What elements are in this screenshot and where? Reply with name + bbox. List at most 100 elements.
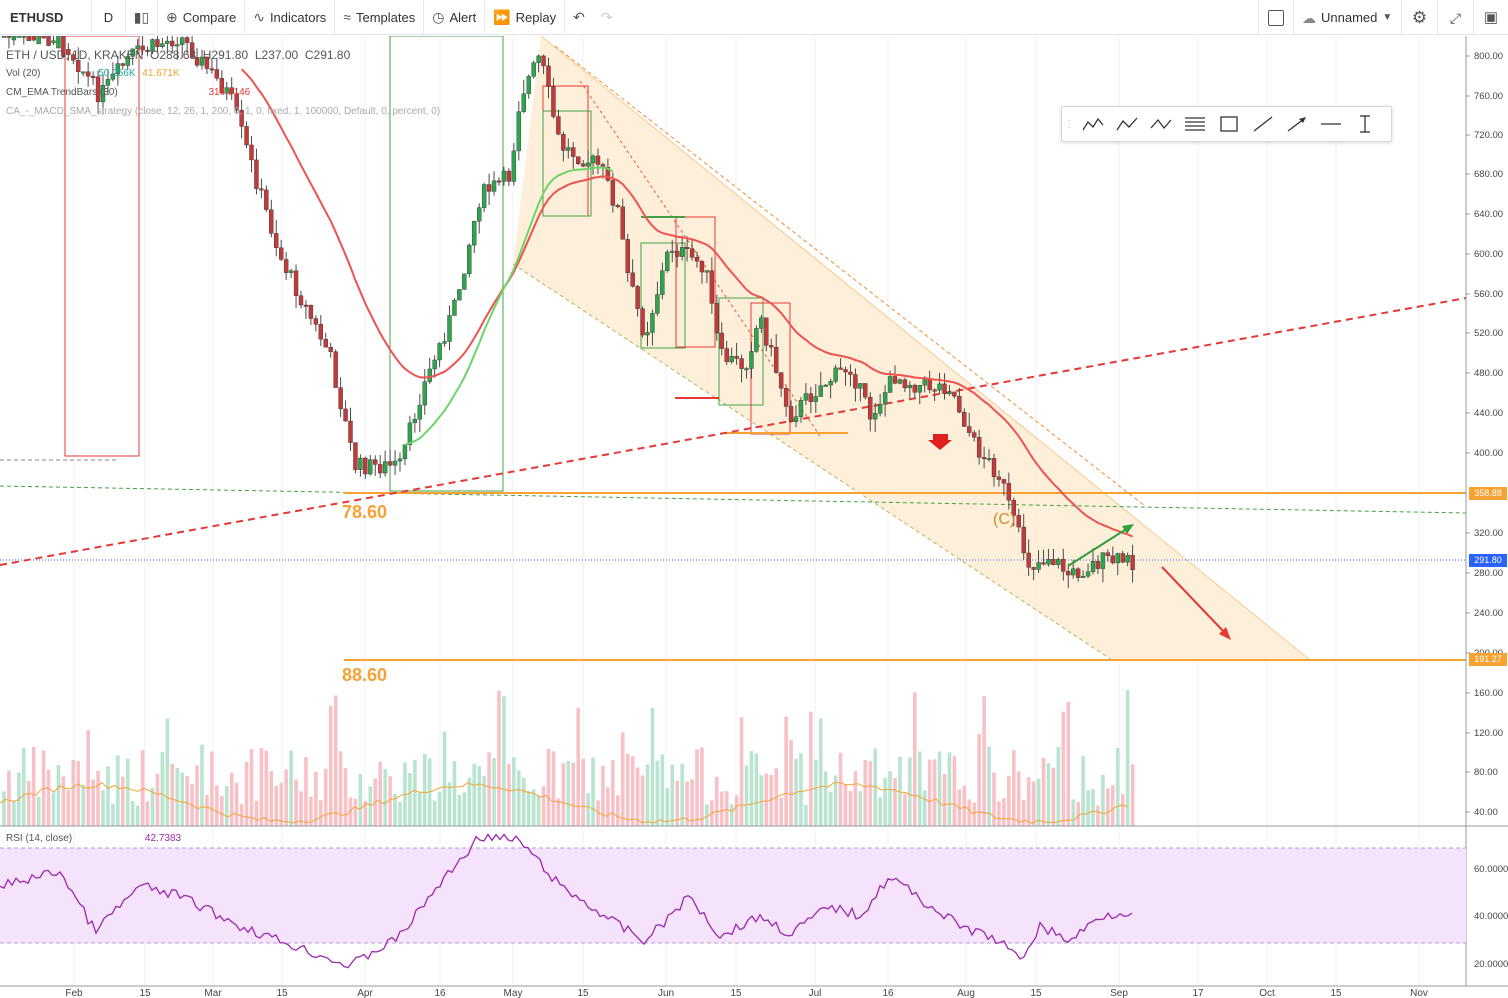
volume-bar <box>1096 805 1100 826</box>
candle-body <box>274 233 279 248</box>
templates-button[interactable]: ≈ Templates <box>335 0 425 35</box>
tool-trendline[interactable] <box>1246 108 1280 140</box>
volume-bar <box>304 757 308 826</box>
down-arrow-marker <box>928 434 952 450</box>
price-chart[interactable]: 800.00 760.00 720.00 680.00 640.00 600.00 560.… <box>0 36 1508 998</box>
candle-body <box>709 270 715 304</box>
volume-bar <box>838 752 843 826</box>
fullscreen-toggle[interactable] <box>1258 0 1294 35</box>
candle-body <box>754 328 759 352</box>
candle-body <box>556 116 561 135</box>
candle-body <box>1125 555 1130 563</box>
rectangle-icon <box>1220 116 1238 132</box>
tool-waves[interactable] <box>1076 108 1110 140</box>
volume-bar <box>418 792 422 826</box>
price-axis-label: 560.00 <box>1474 289 1503 300</box>
volume-bar <box>269 770 274 826</box>
volume-bar <box>922 790 927 826</box>
volume-bar <box>903 793 907 826</box>
candle-body <box>902 379 908 389</box>
main-legend: ETH / USD, 1D, KRAKEN O288.63 H291.80 L2… <box>6 48 350 62</box>
candle-body <box>1100 552 1106 569</box>
alert-button[interactable]: ◷ Alert <box>424 0 486 35</box>
settings-button[interactable]: ⚙ <box>1402 0 1438 35</box>
candle-body <box>853 374 858 389</box>
chart-style-button[interactable]: ▮▯ <box>126 0 158 35</box>
volume-bar <box>294 779 298 826</box>
volume-bar <box>823 771 828 826</box>
volume-bar <box>715 776 719 826</box>
ema-legend-label: CM_EMA TrendBars (30) <box>6 87 118 98</box>
candle-body <box>1085 571 1091 577</box>
volume-bar <box>526 790 531 826</box>
volume-bar <box>1061 711 1066 826</box>
candle-body <box>353 442 358 470</box>
tool-fib-lines[interactable] <box>1178 108 1212 140</box>
candle-body <box>447 315 452 342</box>
volume-bar <box>160 752 165 826</box>
candle-body <box>36 36 41 45</box>
volume-bar <box>333 695 338 826</box>
candle-body <box>189 42 195 58</box>
expand-button[interactable]: ⤢ <box>1438 0 1474 35</box>
symbol-label: ETHUSD <box>10 9 64 25</box>
interval-button[interactable]: D <box>92 0 126 35</box>
volume-bar <box>536 795 541 826</box>
candle-body <box>1036 562 1041 570</box>
candle-body <box>823 384 828 387</box>
time-axis-label: 17 <box>1192 988 1204 998</box>
time-axis-label: Jul <box>809 988 822 998</box>
snapshot-button[interactable]: ▣ <box>1474 0 1508 35</box>
redo-button[interactable]: ↷ <box>593 0 621 35</box>
volume-bar <box>502 696 506 826</box>
symbol-search[interactable]: ETHUSD <box>0 0 92 35</box>
tool-rectangle[interactable] <box>1212 108 1246 140</box>
volume-bar <box>843 783 848 826</box>
macd-legend: CA_-_MACD_SMA_strategy (close, 12, 26, 1… <box>6 106 440 117</box>
candle-body <box>214 69 220 79</box>
volume-bar <box>61 776 66 826</box>
volume-bar <box>388 776 392 826</box>
volume-bar <box>581 758 585 826</box>
volume-bar <box>254 800 259 826</box>
candle-body <box>437 343 442 361</box>
candle-body <box>590 155 596 164</box>
drag-handle[interactable]: ⋮ <box>1064 118 1074 130</box>
volume-bar <box>1071 799 1075 826</box>
candle-body <box>976 437 982 458</box>
horizontal-lines-icon <box>1185 117 1205 131</box>
candle-body <box>957 396 962 413</box>
volume-bar <box>31 746 36 826</box>
tool-abc[interactable] <box>1144 108 1178 140</box>
volume-bar <box>848 790 853 826</box>
volume-bar <box>175 767 180 826</box>
compare-button[interactable]: ⊕ Compare <box>158 0 246 35</box>
volume-bar <box>1056 746 1061 826</box>
volume-bar <box>86 729 90 826</box>
replay-label: Replay <box>515 9 557 25</box>
replay-button[interactable]: ⏩ Replay <box>485 0 566 35</box>
candle-body <box>749 351 754 369</box>
time-axis-label: Aug <box>957 988 975 998</box>
layout-menu[interactable]: ☁ Unnamed ▼ <box>1294 0 1402 35</box>
tool-horizontal-line[interactable] <box>1314 108 1348 140</box>
volume-bar <box>749 751 754 826</box>
chart-area[interactable]: 800.00 760.00 720.00 680.00 640.00 600.00 560.… <box>0 36 1508 998</box>
volume-bar <box>908 757 912 826</box>
tool-text-cursor[interactable] <box>1348 108 1382 140</box>
candle-body <box>427 368 432 382</box>
volume-bar <box>1012 750 1016 826</box>
volume-bar <box>620 732 625 826</box>
volume-bar <box>596 800 600 826</box>
volume-bar <box>467 777 472 826</box>
indicators-button[interactable]: ∿ Indicators <box>245 0 336 35</box>
tool-abcd[interactable] <box>1110 108 1144 140</box>
rsi-legend-value: 42.7383 <box>144 833 182 844</box>
volume-bar <box>393 793 397 826</box>
volume-bar <box>997 801 1001 826</box>
candle-body <box>155 39 160 48</box>
tool-arrow[interactable] <box>1280 108 1314 140</box>
candle-body <box>477 207 482 222</box>
undo-button[interactable]: ↶ <box>565 0 593 35</box>
candle-body <box>887 376 893 393</box>
